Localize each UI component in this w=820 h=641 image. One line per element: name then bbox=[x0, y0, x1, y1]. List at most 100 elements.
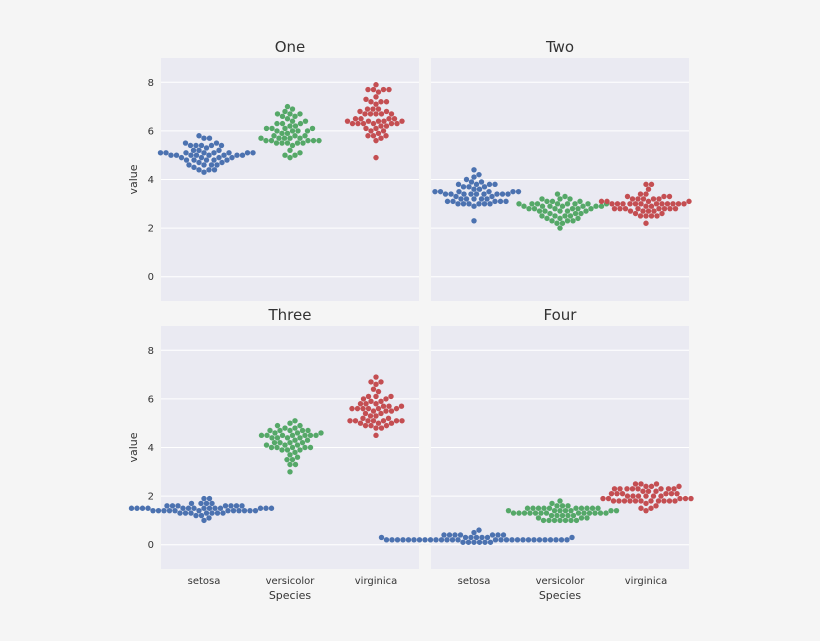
swarm-point-versicolor bbox=[279, 113, 286, 120]
swarm-point-virginica bbox=[686, 198, 692, 205]
swarm-point-versicolor bbox=[527, 510, 533, 516]
swarm-point-setosa bbox=[503, 537, 510, 543]
swarm-point-versicolor bbox=[554, 201, 561, 207]
swarm-point-versicolor bbox=[304, 128, 311, 134]
swarm-point-versicolor bbox=[532, 510, 539, 516]
swarm-point-versicolor bbox=[583, 208, 589, 214]
swarm-point-virginica bbox=[373, 432, 379, 439]
swarm-point-setosa bbox=[163, 150, 169, 156]
swarm-point-versicolor bbox=[516, 510, 522, 516]
swarm-point-versicolor bbox=[570, 218, 576, 224]
swarm-point-virginica bbox=[365, 405, 372, 412]
swarm-point-virginica bbox=[661, 498, 667, 504]
swarm-point-setosa bbox=[191, 164, 197, 171]
swarm-point-virginica bbox=[659, 201, 665, 207]
swarm-point-versicolor bbox=[554, 503, 560, 509]
swarm-point-setosa bbox=[250, 150, 256, 156]
swarm-point-setosa bbox=[226, 150, 232, 156]
swarm-point-setosa bbox=[157, 150, 164, 156]
swarm-point-virginica bbox=[611, 486, 618, 492]
swarm-point-virginica bbox=[355, 120, 361, 127]
swarm-point-versicolor bbox=[292, 152, 298, 158]
swarm-point-virginica bbox=[666, 498, 673, 504]
swarm-point-virginica bbox=[663, 490, 669, 497]
swarm-point-virginica bbox=[373, 413, 379, 419]
swarm-point-setosa bbox=[487, 201, 493, 207]
swarm-point-versicolor bbox=[552, 213, 558, 219]
x-tick-label: versicolor bbox=[266, 576, 316, 587]
swarm-point-virginica bbox=[375, 420, 382, 426]
swarm-point-versicolor bbox=[294, 140, 301, 146]
swarm-point-setosa bbox=[487, 539, 494, 545]
y-tick-label: 6 bbox=[148, 126, 154, 137]
swarm-point-virginica bbox=[373, 381, 379, 388]
swarm-point-virginica bbox=[640, 208, 646, 214]
swarm-point-versicolor bbox=[284, 103, 291, 110]
swarm-point-versicolor bbox=[549, 218, 555, 224]
swarm-point-setosa bbox=[198, 512, 205, 519]
swarm-point-virginica bbox=[664, 201, 671, 207]
swarm-point-virginica bbox=[598, 198, 605, 205]
swarm-point-virginica bbox=[643, 191, 649, 197]
swarm-point-versicolor bbox=[287, 439, 293, 446]
swarm-point-virginica bbox=[383, 99, 390, 105]
swarm-point-setosa bbox=[444, 198, 451, 205]
swarm-point-setosa bbox=[514, 537, 521, 543]
swarm-point-setosa bbox=[389, 537, 395, 543]
swarm-point-versicolor bbox=[564, 208, 571, 214]
swarm-point-versicolor bbox=[284, 447, 291, 453]
swarm-point-versicolor bbox=[307, 444, 314, 451]
swarm-point-versicolor bbox=[287, 123, 293, 129]
y-tick-label: 2 bbox=[148, 492, 154, 503]
swarm-point-virginica bbox=[388, 120, 395, 127]
swarm-point-setosa bbox=[203, 500, 210, 507]
swarm-point-versicolor bbox=[297, 135, 303, 141]
swarm-point-virginica bbox=[370, 86, 377, 93]
swarm-point-virginica bbox=[632, 498, 639, 504]
swarm-point-setosa bbox=[411, 537, 417, 543]
swarm-point-setosa bbox=[206, 495, 213, 502]
swarm-point-setosa bbox=[217, 505, 224, 511]
swarm-point-virginica bbox=[367, 111, 374, 117]
swarm-point-virginica bbox=[373, 82, 379, 88]
swarm-point-virginica bbox=[671, 486, 677, 492]
swarm-point-virginica bbox=[398, 403, 405, 409]
swarm-point-setosa bbox=[201, 505, 207, 511]
swarm-point-setosa bbox=[478, 196, 485, 202]
swarm-point-versicolor bbox=[567, 196, 573, 202]
swarm-point-versicolor bbox=[269, 435, 275, 441]
swarm-point-versicolor bbox=[544, 198, 550, 205]
swarm-point-versicolor bbox=[559, 503, 566, 509]
y-tick-label: 6 bbox=[148, 394, 154, 405]
swarm-point-versicolor bbox=[535, 505, 542, 511]
swarm-point-setosa bbox=[497, 198, 504, 205]
swarm-point-versicolor bbox=[316, 137, 322, 144]
swarm-point-virginica bbox=[352, 116, 359, 122]
swarm-point-versicolor bbox=[274, 422, 281, 429]
swarm-point-versicolor bbox=[268, 444, 275, 451]
swarm-point-versicolor bbox=[562, 193, 568, 200]
swarm-point-virginica bbox=[654, 213, 660, 219]
swarm-point-versicolor bbox=[289, 118, 296, 124]
swarm-point-versicolor bbox=[552, 205, 558, 212]
swarm-point-virginica bbox=[616, 498, 622, 504]
swarm-point-versicolor bbox=[305, 137, 311, 144]
swarm-point-setosa bbox=[481, 184, 488, 190]
swarm-point-virginica bbox=[666, 193, 673, 200]
swarm-point-versicolor bbox=[529, 201, 535, 207]
y-axis-label: value bbox=[127, 164, 140, 194]
swarm-point-setosa bbox=[427, 537, 434, 543]
swarm-point-virginica bbox=[373, 393, 379, 400]
swarm-point-versicolor bbox=[292, 425, 298, 431]
swarm-point-virginica bbox=[373, 154, 379, 161]
swarm-point-virginica bbox=[373, 111, 379, 117]
swarm-point-versicolor bbox=[572, 201, 578, 207]
swarm-point-virginica bbox=[373, 401, 379, 407]
swarm-point-versicolor bbox=[309, 125, 316, 132]
swarm-point-versicolor bbox=[292, 113, 298, 120]
swarm-point-versicolor bbox=[292, 449, 298, 456]
swarm-point-setosa bbox=[201, 150, 207, 156]
swarm-point-setosa bbox=[193, 142, 199, 149]
